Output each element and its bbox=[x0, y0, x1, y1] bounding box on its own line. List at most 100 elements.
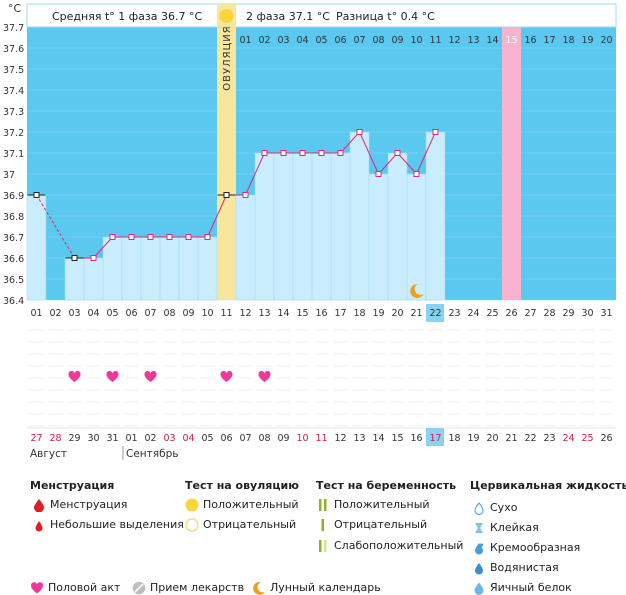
date-label: 17 bbox=[429, 433, 441, 444]
cycle-day-label: 30 bbox=[581, 308, 593, 319]
moon-icon bbox=[410, 283, 424, 298]
cycle-day-label: 11 bbox=[220, 308, 232, 319]
top-day-label: 08 bbox=[372, 35, 384, 46]
date-label: 10 bbox=[296, 433, 308, 444]
date-label: 12 bbox=[334, 433, 346, 444]
temp-point bbox=[166, 234, 173, 240]
small-drop-icon bbox=[35, 521, 43, 532]
phase2-avg-text: 2 фаза 37.1 °C bbox=[246, 10, 330, 23]
top-day-label: 16 bbox=[524, 35, 536, 46]
date-label: 30 bbox=[87, 433, 99, 444]
cycle-day-label: 10 bbox=[201, 308, 213, 319]
temp-bar bbox=[254, 152, 275, 301]
temp-point bbox=[375, 171, 382, 177]
date-label: 24 bbox=[562, 433, 574, 444]
temp-bar bbox=[292, 152, 313, 301]
temp-line-segment bbox=[207, 194, 227, 238]
y-tick-label: 36.7 bbox=[3, 233, 24, 244]
temp-point bbox=[432, 129, 439, 135]
top-day-label: 10 bbox=[410, 35, 422, 46]
cycle-day-label: 26 bbox=[505, 308, 517, 319]
temp-bar bbox=[425, 131, 446, 301]
temp-point bbox=[280, 150, 287, 156]
dry-drop-icon bbox=[474, 502, 484, 515]
cycle-day-label: 21 bbox=[410, 308, 422, 319]
date-label: 15 bbox=[391, 433, 403, 444]
y-tick-label: 36.5 bbox=[3, 275, 24, 286]
y-tick-label: 37 bbox=[3, 170, 15, 181]
date-label: 16 bbox=[410, 433, 422, 444]
date-label: 01 bbox=[125, 433, 137, 444]
temp-line-segment bbox=[359, 131, 379, 175]
temp-point bbox=[223, 192, 230, 198]
top-day-label: 15 bbox=[505, 35, 517, 46]
temp-point bbox=[90, 255, 97, 261]
date-label: 09 bbox=[277, 433, 289, 444]
y-tick-label: 37.2 bbox=[3, 128, 24, 139]
temp-bar bbox=[178, 236, 199, 301]
temp-point bbox=[71, 255, 78, 261]
temp-line-segment bbox=[93, 236, 113, 259]
temp-bar bbox=[140, 236, 161, 301]
watery-drop-icon bbox=[475, 563, 483, 575]
temp-line-segment bbox=[416, 131, 436, 175]
eggwhite-drop-icon bbox=[474, 582, 484, 595]
temp-bar bbox=[26, 194, 47, 301]
temp-bar bbox=[159, 236, 180, 301]
date-label: 23 bbox=[543, 433, 555, 444]
cycle-day-label: 03 bbox=[68, 308, 80, 319]
temp-bar bbox=[197, 236, 218, 301]
temp-point bbox=[109, 234, 116, 240]
pregnancy-weak-icon bbox=[319, 540, 327, 552]
pill-icon bbox=[132, 581, 146, 595]
cycle-day-label: 07 bbox=[144, 308, 156, 319]
cycle-day-label: 05 bbox=[106, 308, 118, 319]
cycle-day-label: 01 bbox=[30, 308, 42, 319]
heart-icon bbox=[30, 582, 44, 594]
month-label-august: Август bbox=[30, 448, 67, 460]
top-day-label: 01 bbox=[239, 35, 251, 46]
temp-point bbox=[147, 234, 154, 240]
y-tick-label: 37.7 bbox=[3, 23, 24, 34]
cycle-day-label: 08 bbox=[163, 308, 175, 319]
date-label: 22 bbox=[524, 433, 536, 444]
top-day-label: 11 bbox=[429, 35, 441, 46]
top-day-label: 12 bbox=[448, 35, 460, 46]
temp-point bbox=[413, 171, 420, 177]
date-label: 21 bbox=[505, 433, 517, 444]
temp-bar bbox=[102, 236, 123, 301]
date-label: 31 bbox=[106, 433, 118, 444]
pregnancy-positive-icon bbox=[319, 499, 327, 511]
y-tick-label: 36.8 bbox=[3, 212, 24, 223]
y-tick-label: 36.9 bbox=[3, 191, 24, 202]
cycle-day-label: 20 bbox=[391, 308, 403, 319]
top-day-label: 07 bbox=[353, 35, 365, 46]
temp-bar bbox=[330, 152, 351, 301]
top-day-label: 05 bbox=[315, 35, 327, 46]
blood-drop-icon bbox=[34, 499, 44, 512]
cycle-day-label: 17 bbox=[334, 308, 346, 319]
temp-bar bbox=[349, 131, 370, 301]
temp-line-segment bbox=[245, 152, 265, 196]
top-day-label: 02 bbox=[258, 35, 270, 46]
date-label: 29 bbox=[68, 433, 80, 444]
cycle-day-label: 14 bbox=[277, 308, 289, 319]
temp-point bbox=[318, 150, 325, 156]
heart-icon bbox=[106, 370, 119, 382]
cycle-day-label: 25 bbox=[486, 308, 498, 319]
highlight-day-cell bbox=[426, 304, 444, 322]
cycle-day-label: 15 bbox=[296, 308, 308, 319]
cycle-day-label: 13 bbox=[258, 308, 270, 319]
ovulation-column bbox=[217, 4, 236, 300]
ovulation-positive-icon bbox=[185, 498, 199, 512]
date-label: 02 bbox=[144, 433, 156, 444]
temp-point bbox=[204, 234, 211, 240]
y-tick-label: 36.6 bbox=[3, 254, 24, 265]
temp-point bbox=[261, 150, 268, 156]
temp-bar bbox=[273, 152, 294, 301]
date-label: 05 bbox=[201, 433, 213, 444]
cycle-day-label: 24 bbox=[467, 308, 479, 319]
temp-point bbox=[185, 234, 192, 240]
ovulation-label: ОВУЛЯЦИЯ bbox=[222, 25, 233, 91]
creamy-drop-icon bbox=[475, 543, 484, 555]
